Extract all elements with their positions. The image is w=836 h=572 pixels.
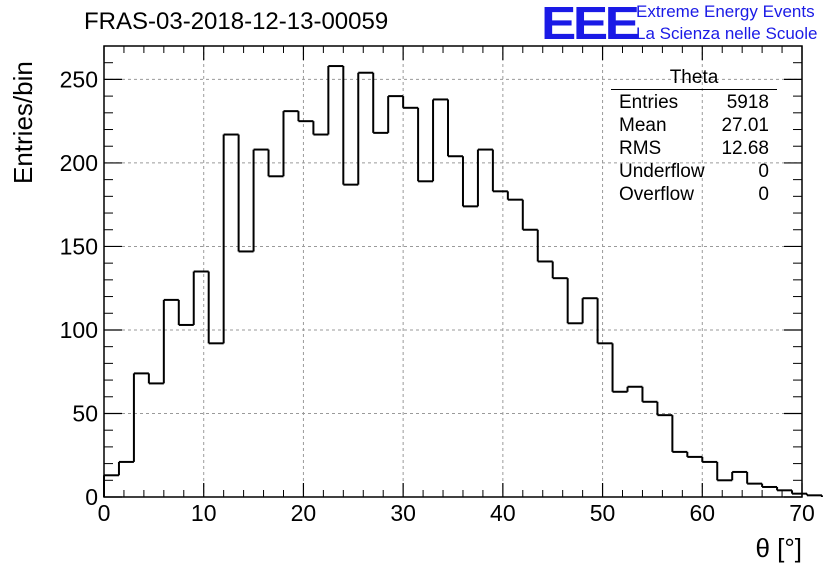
x-tick-label: 0 (98, 500, 111, 526)
y-tick-label: 100 (60, 317, 98, 343)
x-tick-label: 20 (291, 500, 317, 526)
logo-line-1: Extreme Energy Events (636, 2, 815, 21)
stats-row: Mean 27.01 (611, 114, 777, 137)
stats-title: Theta (611, 68, 777, 90)
stats-label: Underflow (619, 161, 705, 182)
logo-line-2: La Scienza nelle Scuole (636, 24, 818, 43)
stats-row: Underflow 0 (611, 160, 777, 183)
y-tick-label: 200 (60, 150, 98, 176)
stats-row: Entries 5918 (611, 91, 777, 114)
x-tick-label: 40 (490, 500, 516, 526)
axis-tick-labels: 0 10 20 30 40 50 60 70 0 50 100 150 200 250 (60, 66, 815, 526)
y-tick-label: 250 (60, 66, 98, 92)
plot-frame (103, 45, 803, 498)
chart-title: FRAS-03-2018-12-13-00059 (84, 8, 389, 35)
x-tick-label: 60 (689, 500, 715, 526)
stats-label: Mean (619, 115, 667, 136)
stats-box: Theta Entries 5918 Mean 27.01 RMS 12.68 … (611, 68, 777, 206)
histogram-series (103, 65, 823, 497)
x-tick-label: 10 (191, 500, 217, 526)
stats-label: RMS (619, 138, 662, 159)
stats-value: 0 (758, 184, 769, 205)
stats-value: 0 (758, 161, 769, 182)
x-tick-label: 50 (590, 500, 616, 526)
y-tick-label: 50 (72, 400, 98, 426)
stats-row: Overflow 0 (611, 183, 777, 206)
stats-label: Entries (619, 92, 679, 113)
grid-lines (104, 46, 802, 497)
y-axis-label: Entries/bin (8, 61, 38, 184)
stats-value: 12.68 (721, 138, 769, 159)
stats-label: Overflow (619, 184, 694, 205)
x-tick-label: 70 (789, 500, 815, 526)
x-axis-label: θ [°] (755, 533, 802, 563)
stats-value: 5918 (726, 92, 769, 113)
stats-row: RMS 12.68 (611, 137, 777, 160)
x-tick-label: 30 (390, 500, 416, 526)
y-tick-label: 150 (60, 233, 98, 259)
eee-logo: EEE (541, 0, 640, 49)
axis-ticks (103, 45, 803, 498)
y-tick-label: 0 (85, 484, 98, 510)
stats-value: 27.01 (721, 115, 769, 136)
